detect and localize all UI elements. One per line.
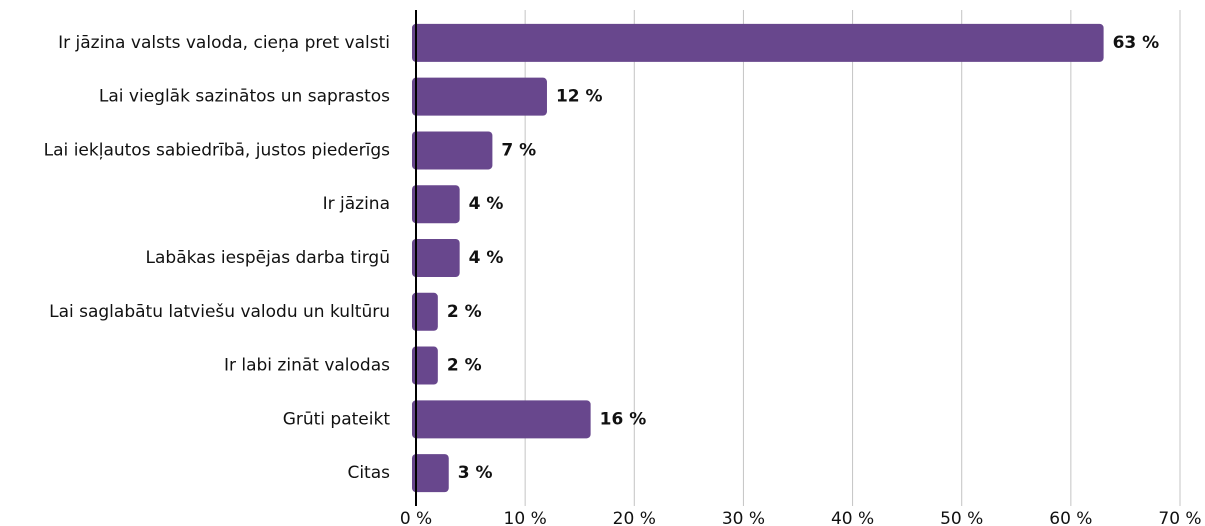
category-label: Citas	[347, 463, 390, 483]
value-label: 4 %	[469, 194, 504, 214]
category-label: Ir labi zināt valodas	[224, 356, 390, 376]
x-tick-label: 20 %	[613, 509, 656, 526]
value-label: 4 %	[469, 248, 504, 268]
category-label: Grūti pateikt	[283, 409, 391, 429]
bar	[412, 77, 547, 116]
x-tick-label: 40 %	[831, 509, 874, 526]
x-tick-label: 10 %	[504, 509, 547, 526]
category-label: Lai saglabātu latviešu valodu un kultūru	[49, 302, 390, 322]
bar	[412, 131, 493, 170]
x-tick-label: 70 %	[1158, 509, 1201, 526]
value-label: 16 %	[600, 409, 647, 429]
value-label: 7 %	[501, 140, 536, 160]
value-label: 3 %	[458, 463, 493, 483]
value-label: 2 %	[447, 302, 482, 322]
bar	[412, 239, 460, 277]
category-label: Labākas iespējas darba tirgū	[146, 248, 390, 268]
category-label: Lai iekļautos sabiedrībā, justos piederī…	[44, 140, 390, 160]
bar	[412, 292, 438, 331]
bar	[412, 346, 438, 385]
bar	[412, 454, 449, 493]
bar	[412, 185, 460, 224]
value-label: 2 %	[447, 356, 482, 376]
category-label: Ir jāzina valsts valoda, cieņa pret vals…	[58, 33, 390, 53]
value-label: 63 %	[1113, 33, 1160, 53]
x-tick-label: 60 %	[1049, 509, 1092, 526]
x-tick-label: 50 %	[940, 509, 983, 526]
category-label: Lai vieglāk sazinātos un saprastos	[99, 87, 390, 107]
bar	[412, 23, 1104, 62]
value-label: 12 %	[556, 87, 603, 107]
x-tick-label: 0 %	[400, 509, 432, 526]
bar	[412, 400, 591, 439]
category-label: Ir jāzina	[323, 194, 390, 214]
x-tick-label: 30 %	[722, 509, 765, 526]
